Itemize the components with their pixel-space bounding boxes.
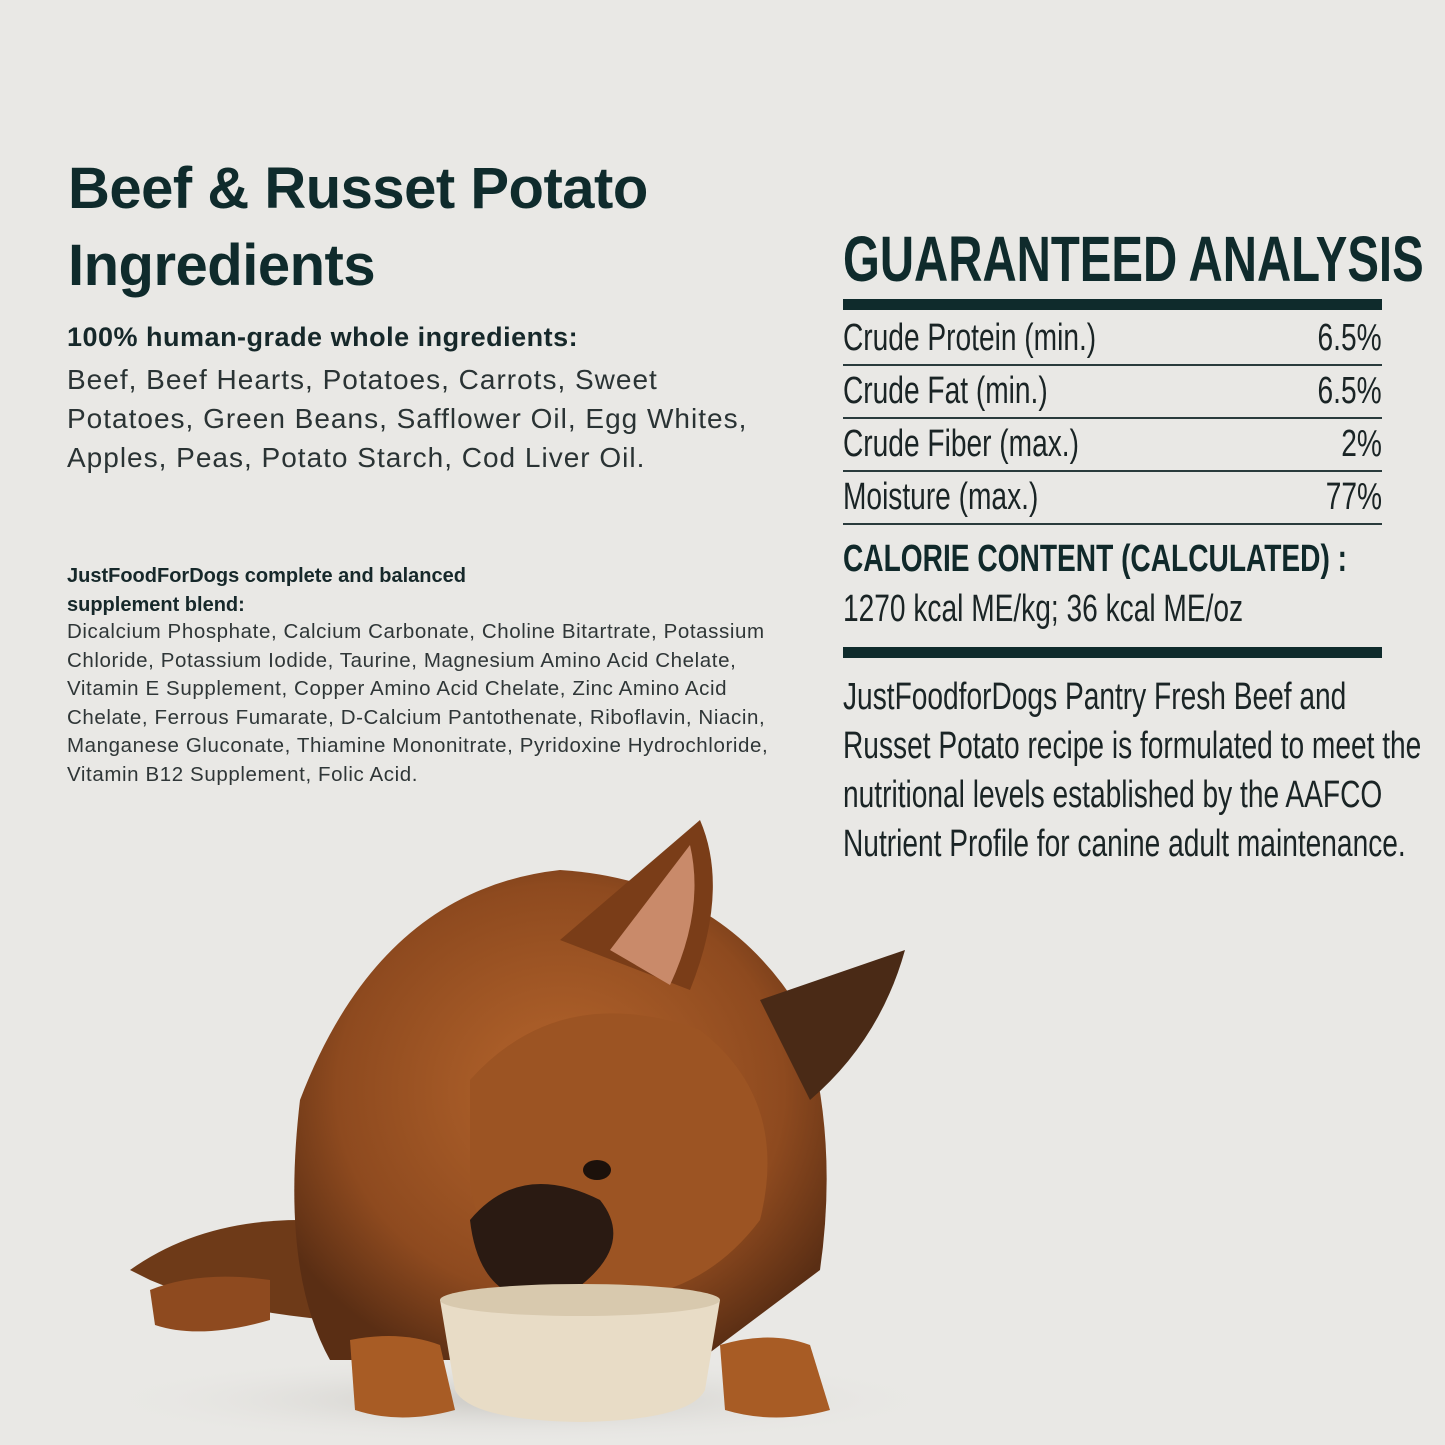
row-value: 6.5%	[1317, 316, 1382, 359]
dog-ear-left-inner	[610, 845, 695, 985]
top-divider-bar	[843, 299, 1382, 310]
dog-paw-left	[150, 1276, 270, 1332]
aafco-statement: JustFoodforDogs Pantry Fresh Beef and Ru…	[843, 673, 1445, 869]
calorie-value-text: 1270 kcal ME/kg; 36 kcal ME/oz	[843, 588, 1244, 630]
bottom-divider-bar	[843, 647, 1382, 658]
page-title: Beef & Russet Potato Ingredients	[68, 150, 648, 304]
analysis-row: Moisture (max.) 77%	[843, 471, 1382, 525]
row-label: Crude Protein (min.)	[843, 316, 1097, 359]
statement-line: nutritional levels established by the AA…	[843, 774, 1383, 816]
dog-paw-front-right	[720, 1337, 830, 1418]
guaranteed-analysis-title: GUARANTEED ANALYSIS	[843, 222, 1445, 296]
ga-title-text: GUARANTEED ANALYSIS	[843, 223, 1424, 295]
row-label: Moisture (max.)	[843, 475, 1039, 518]
food-bowl-rim	[440, 1284, 720, 1316]
row-label: Crude Fiber (max.)	[843, 422, 1079, 465]
ingredients-heading: 100% human-grade whole ingredients:	[67, 322, 579, 352]
calorie-heading-text: CALORIE CONTENT (CALCULATED) :	[843, 538, 1348, 580]
dog-eye	[583, 1160, 611, 1180]
supplement-list: Dicalcium Phosphate, Calcium Carbonate, …	[67, 620, 769, 786]
statement-line: JustFoodforDogs Pantry Fresh Beef and	[843, 676, 1347, 718]
ingredients-list: Beef, Beef Hearts, Potatoes, Carrots, Sw…	[67, 364, 748, 473]
dog-eating-photo	[90, 820, 950, 1445]
analysis-row: Crude Fiber (max.) 2%	[843, 418, 1382, 472]
analysis-row: Crude Protein (min.) 6.5%	[843, 312, 1382, 366]
dog-paw-front-left	[350, 1336, 455, 1418]
dog-tail	[130, 1220, 330, 1320]
dog-muzzle	[470, 1184, 614, 1301]
row-label: Crude Fat (min.)	[843, 369, 1048, 412]
row-value: 77%	[1325, 475, 1382, 518]
supplement-heading: JustFoodForDogs complete and balanced su…	[67, 565, 466, 616]
calorie-value: 1270 kcal ME/kg; 36 kcal ME/oz	[843, 588, 1384, 631]
statement-line: Nutrient Profile for canine adult mainte…	[843, 823, 1406, 865]
statement-line: Russet Potato recipe is formulated to me…	[843, 725, 1422, 767]
row-value: 2%	[1341, 422, 1382, 465]
analysis-row: Crude Fat (min.) 6.5%	[843, 365, 1382, 419]
title-line-2: Ingredients	[68, 233, 376, 298]
dog-ear-right	[760, 950, 905, 1100]
row-value: 6.5%	[1317, 369, 1382, 412]
title-line-1: Beef & Russet Potato	[68, 156, 648, 221]
food-bowl	[440, 1290, 720, 1422]
calorie-heading: CALORIE CONTENT (CALCULATED) :	[843, 538, 1445, 581]
